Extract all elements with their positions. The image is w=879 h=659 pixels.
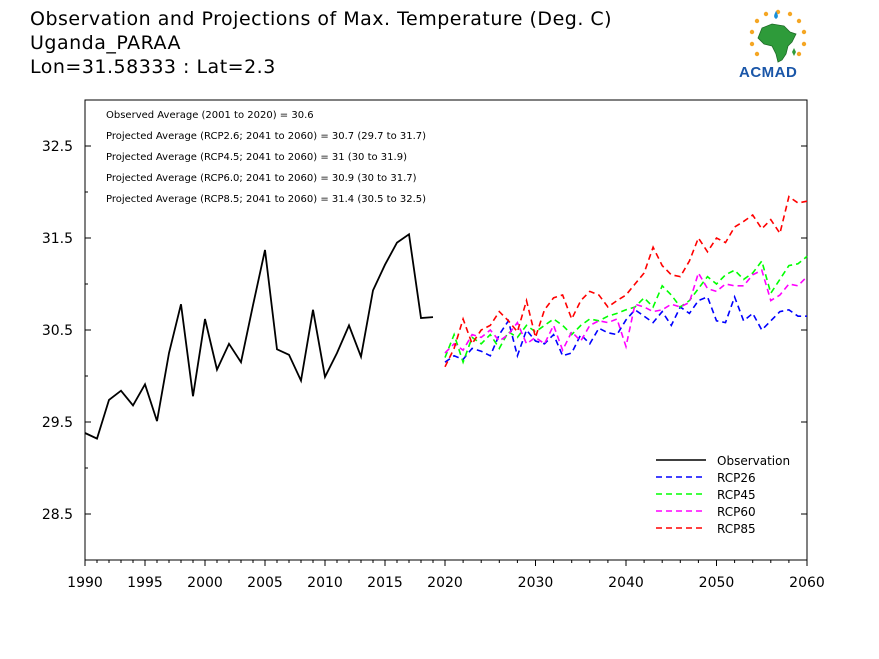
annotation-text: Projected Average (RCP6.0; 2041 to 2060)… — [106, 173, 417, 184]
x-tick-label: 2015 — [367, 575, 403, 591]
chart-subtitle-station: Uganda_PARAA — [30, 32, 182, 54]
x-tick-label: 1990 — [67, 575, 103, 591]
legend-label: Observation — [717, 454, 790, 468]
y-tick-label: 31.5 — [42, 231, 73, 247]
y-tick-label: 30.5 — [42, 323, 73, 339]
legend: Observation RCP26 RCP45 RCP60 RCP85 — [656, 454, 790, 536]
x-tick-label: 2050 — [699, 575, 735, 591]
series-line-rcp85 — [444, 195, 808, 368]
x-tick-label: 1995 — [127, 575, 163, 591]
legend-label: RCP26 — [717, 471, 756, 485]
y-tick-label: 32.5 — [42, 139, 73, 155]
y-axis: 28.5 29.5 30.5 31.5 32.5 — [42, 99, 807, 561]
annotation-text: Projected Average (RCP2.6; 2041 to 2060)… — [106, 131, 426, 142]
x-tick-label: 2000 — [187, 575, 223, 591]
series-layer — [84, 195, 808, 440]
x-tick-label: 2030 — [518, 575, 554, 591]
logo-text: ACMAD — [739, 64, 798, 81]
x-tick-label: 2005 — [247, 575, 283, 591]
africa-map-sun-logo-icon — [749, 9, 807, 63]
series-line-observation — [84, 232, 434, 440]
y-tick-label: 29.5 — [42, 415, 73, 431]
y-tick-label: 28.5 — [42, 507, 73, 523]
x-tick-label: 2020 — [427, 575, 463, 591]
series-line-rcp26 — [444, 294, 807, 363]
annotation-text: Projected Average (RCP8.5; 2041 to 2060)… — [106, 194, 426, 205]
legend-label: RCP60 — [717, 505, 756, 519]
x-tick-label: 2060 — [789, 575, 825, 591]
x-tick-label: 2010 — [307, 575, 343, 591]
legend-label: RCP85 — [717, 522, 756, 536]
annotations: Observed Average (2001 to 2020) = 30.6 Pr… — [106, 110, 426, 205]
annotation-text: Observed Average (2001 to 2020) = 30.6 — [106, 110, 314, 121]
x-axis: 1990 1995 2000 2005 2010 2015 2020 2030 2040 2050… — [67, 560, 825, 591]
chart-subtitle-coordinates: Lon=31.58333 : Lat=2.3 — [30, 56, 276, 78]
x-tick-label: 2040 — [608, 575, 644, 591]
legend-label: RCP45 — [717, 488, 756, 502]
plot-frame — [84, 99, 808, 561]
annotation-text: Projected Average (RCP4.5; 2041 to 2060)… — [106, 152, 407, 163]
series-line-rcp60 — [444, 269, 808, 354]
chart-title: Observation and Projections of Max. Temp… — [30, 8, 613, 30]
